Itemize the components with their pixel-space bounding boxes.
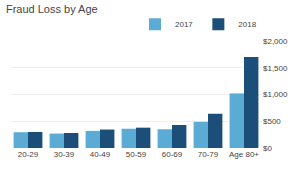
svg-text:Age 80+: Age 80+ bbox=[229, 150, 259, 159]
svg-text:20-29: 20-29 bbox=[18, 150, 39, 159]
svg-text:40-49: 40-49 bbox=[90, 150, 111, 159]
svg-text:30-39: 30-39 bbox=[54, 150, 75, 159]
svg-text:$1,500: $1,500 bbox=[263, 64, 288, 73]
svg-text:Fraud Loss by Age: Fraud Loss by Age bbox=[6, 3, 98, 15]
svg-text:2018: 2018 bbox=[238, 20, 256, 29]
svg-text:70-79: 70-79 bbox=[198, 150, 219, 159]
svg-text:50-59: 50-59 bbox=[126, 150, 147, 159]
svg-text:$2,000: $2,000 bbox=[263, 37, 288, 46]
svg-text:$0: $0 bbox=[263, 144, 272, 153]
svg-text:60-69: 60-69 bbox=[162, 150, 183, 159]
svg-text:2017: 2017 bbox=[175, 20, 193, 29]
svg-text:$1,000: $1,000 bbox=[263, 90, 288, 99]
svg-text:$500: $500 bbox=[263, 117, 281, 126]
